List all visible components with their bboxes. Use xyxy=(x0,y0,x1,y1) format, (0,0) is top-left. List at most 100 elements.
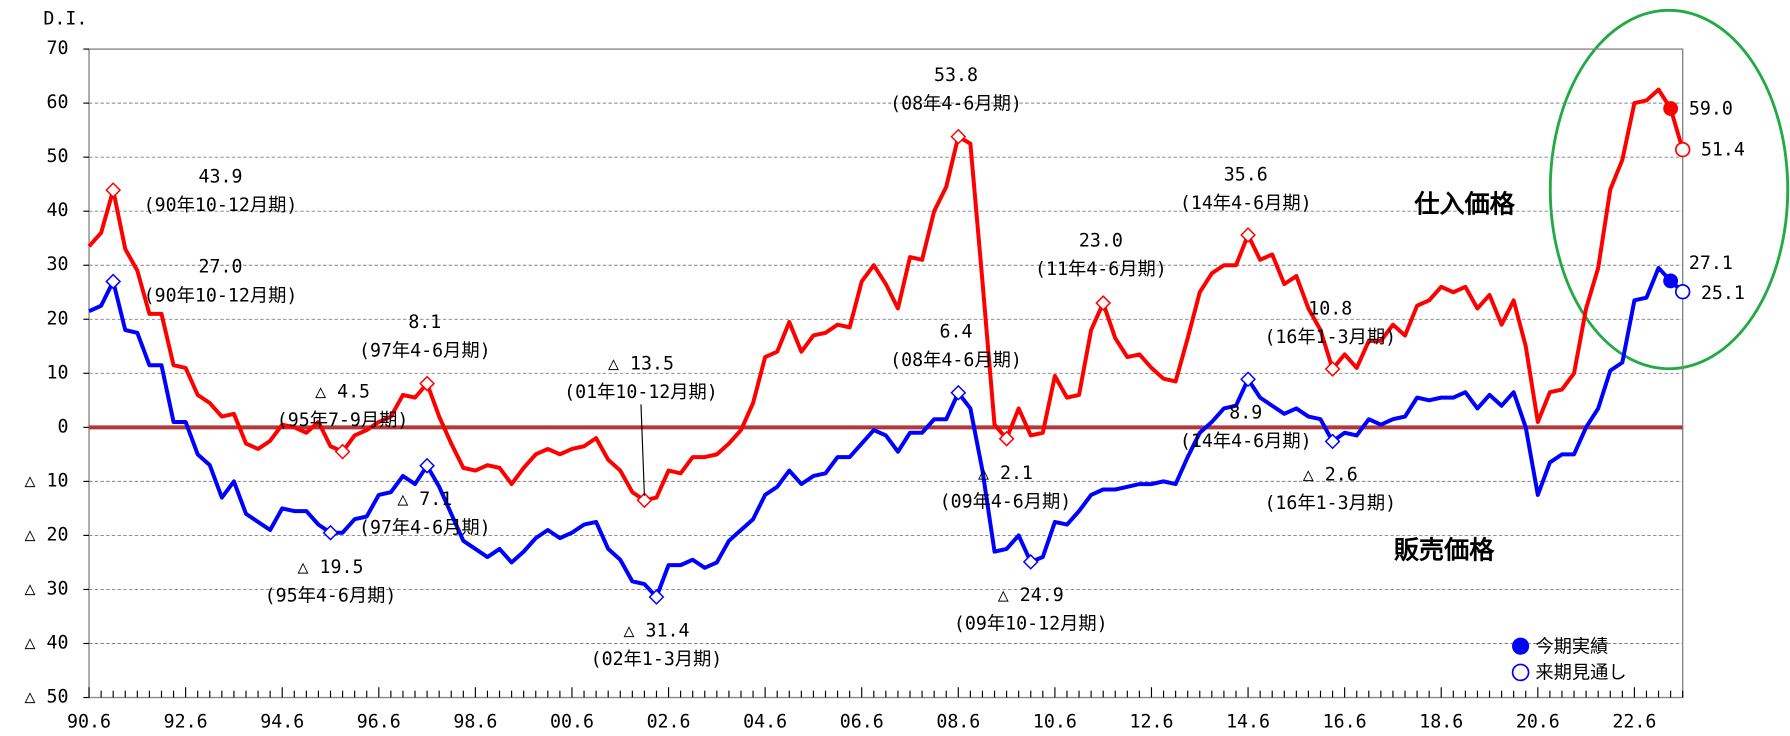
y-tick-label: △ 40 xyxy=(25,632,69,653)
series-label: 仕入価格 xyxy=(1413,189,1515,218)
y-tick-label: 50 xyxy=(47,146,69,167)
peak-marker xyxy=(1240,227,1256,243)
period-label: (08年4-6月期) xyxy=(890,350,1022,371)
period-label: (16年1-3月期) xyxy=(1264,493,1396,514)
peak-marker xyxy=(636,492,653,509)
period-label: (95年7-9月期) xyxy=(277,410,409,431)
current-marker xyxy=(1663,101,1679,116)
peak-marker xyxy=(419,375,435,392)
peak-marker xyxy=(1095,295,1112,311)
data-label: △ 19.5 xyxy=(298,557,364,578)
x-tick-label: 02.6 xyxy=(647,712,691,733)
data-label: 53.8 xyxy=(934,65,978,86)
peak-marker xyxy=(1324,361,1341,377)
peak-marker xyxy=(334,443,351,460)
y-tick-label: △ 10 xyxy=(25,470,69,491)
peak-marker xyxy=(950,128,967,145)
period-label: (09年10-12月期) xyxy=(954,614,1108,635)
x-tick-label: 10.6 xyxy=(1033,712,1077,733)
y-tick-label: △ 20 xyxy=(25,524,69,545)
x-tick-label: 94.6 xyxy=(260,712,304,733)
legend-marker xyxy=(1511,663,1530,682)
y-tick-label: 60 xyxy=(47,92,69,113)
y-axis-label: D.I. xyxy=(43,8,87,29)
x-tick-label: 00.6 xyxy=(550,712,594,733)
period-label: (95年4-6月期) xyxy=(265,586,397,607)
period-label: (14年4-6月期) xyxy=(1180,193,1312,214)
x-tick-label: 12.6 xyxy=(1129,712,1173,733)
forecast-marker xyxy=(1674,284,1691,300)
leader-line xyxy=(640,404,645,496)
period-label: (90年10-12月期) xyxy=(144,285,298,306)
x-tick-label: 06.6 xyxy=(840,712,884,733)
data-label: 10.8 xyxy=(1308,299,1352,320)
legend-label: 今期実績 xyxy=(1535,636,1608,657)
forecast-marker xyxy=(1674,141,1691,158)
period-label: (90年10-12月期) xyxy=(144,195,298,216)
peak-marker xyxy=(322,524,339,541)
y-tick-label: △ 50 xyxy=(25,687,69,708)
x-tick-label: 18.6 xyxy=(1419,712,1463,733)
period-label: (08年4-6月期) xyxy=(890,94,1022,115)
peak-marker xyxy=(998,430,1015,447)
y-tick-label: 40 xyxy=(47,200,69,221)
data-label: 35.6 xyxy=(1224,165,1268,186)
data-label: △ 4.5 xyxy=(315,381,370,402)
x-tick-label: 04.6 xyxy=(743,712,787,733)
period-label: (16年1-3月期) xyxy=(1264,327,1396,348)
period-label: (11年4-6月期) xyxy=(1035,259,1167,280)
data-label: 43.9 xyxy=(199,167,243,188)
period-label: (02年1-3月期) xyxy=(591,649,723,670)
series-line xyxy=(88,265,1685,600)
peak-marker xyxy=(1240,371,1256,388)
data-label: 27.0 xyxy=(199,257,243,278)
x-tick-label: 22.6 xyxy=(1612,712,1656,733)
x-tick-label: 16.6 xyxy=(1323,712,1367,733)
y-tick-label: 0 xyxy=(57,416,68,437)
peak-marker xyxy=(1022,553,1039,570)
y-tick-label: △ 30 xyxy=(25,578,69,599)
peak-marker xyxy=(419,457,435,474)
x-tick-label: 96.6 xyxy=(357,712,401,733)
peak-marker xyxy=(1324,433,1341,450)
y-tick-label: 70 xyxy=(47,38,69,59)
x-tick-label: 98.6 xyxy=(453,712,497,733)
data-label: 25.1 xyxy=(1701,283,1745,304)
data-label: 59.0 xyxy=(1689,99,1733,120)
data-label: 6.4 xyxy=(940,321,973,342)
data-label: 27.1 xyxy=(1689,253,1733,274)
x-tick-label: 20.6 xyxy=(1516,712,1560,733)
period-label: (14年4-6月期) xyxy=(1180,431,1312,452)
data-label: 51.4 xyxy=(1701,140,1745,161)
period-label: (09年4-6月期) xyxy=(940,492,1072,513)
y-tick-label: 10 xyxy=(47,362,69,383)
x-tick-label: 08.6 xyxy=(936,712,980,733)
period-label: (01年10-12月期) xyxy=(564,382,718,403)
data-label: △ 2.1 xyxy=(978,463,1033,484)
series-line xyxy=(87,87,1685,503)
data-label: △ 31.4 xyxy=(624,620,690,641)
x-tick-label: 92.6 xyxy=(164,712,208,733)
data-label: △ 2.6 xyxy=(1303,465,1358,486)
current-marker xyxy=(1663,273,1679,289)
data-label: 8.9 xyxy=(1229,403,1262,424)
y-tick-label: 30 xyxy=(47,254,69,275)
data-label: △ 7.1 xyxy=(397,489,452,510)
x-tick-label: 14.6 xyxy=(1226,712,1270,733)
x-tick-label: 90.6 xyxy=(67,712,111,733)
peak-marker xyxy=(105,182,122,199)
legend-marker xyxy=(1512,637,1530,655)
data-label: 23.0 xyxy=(1079,230,1123,251)
peak-marker xyxy=(105,273,122,290)
data-label: △ 13.5 xyxy=(608,353,674,374)
data-label: △ 24.9 xyxy=(998,585,1064,606)
period-label: (97年4-6月期) xyxy=(359,517,491,538)
y-tick-label: 20 xyxy=(47,308,69,329)
period-label: (97年4-6月期) xyxy=(359,341,491,362)
peak-marker xyxy=(950,384,967,401)
data-label: 8.1 xyxy=(408,312,441,333)
peak-marker xyxy=(648,589,665,605)
legend-label: 来期見通し xyxy=(1535,663,1626,684)
series-label: 販売価格 xyxy=(1394,535,1495,564)
